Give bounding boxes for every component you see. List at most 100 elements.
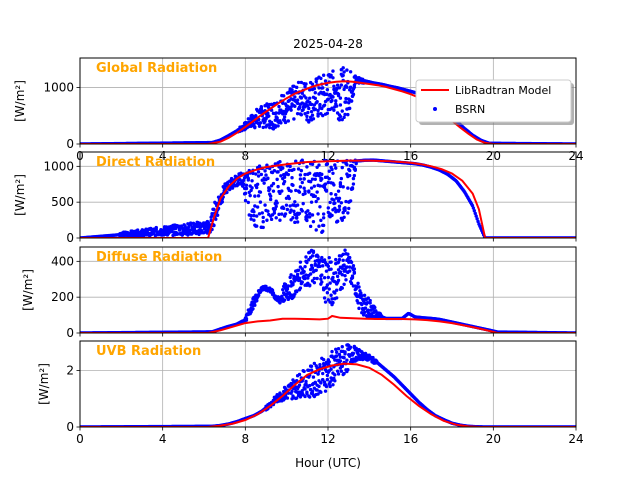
- bsrn-point: [339, 369, 344, 373]
- bsrn-point: [250, 186, 254, 190]
- bsrn-point: [334, 192, 338, 197]
- bsrn-point: [335, 219, 340, 224]
- bsrn-point: [258, 190, 263, 194]
- bsrn-point: [313, 194, 317, 199]
- bsrn-point: [341, 66, 345, 70]
- bsrn-point: [255, 299, 259, 303]
- y-tick-label: 200: [51, 290, 74, 304]
- bsrn-point: [311, 219, 316, 224]
- bsrn-point: [325, 290, 330, 295]
- bsrn-point: [308, 383, 312, 388]
- bsrn-point: [256, 170, 261, 174]
- bsrn-point: [298, 173, 303, 177]
- bsrn-point: [301, 107, 305, 112]
- bsrn-point: [268, 194, 273, 198]
- bsrn-point: [337, 118, 342, 122]
- bsrn-point: [334, 296, 339, 300]
- bsrn-point: [262, 181, 266, 185]
- bsrn-point: [253, 303, 257, 307]
- bsrn-point: [308, 211, 312, 216]
- bsrn-point: [298, 286, 303, 290]
- bsrn-point: [348, 70, 353, 74]
- bsrn-point: [346, 186, 350, 190]
- bsrn-point: [342, 356, 346, 360]
- bsrn-point: [280, 189, 284, 193]
- bsrn-point: [273, 294, 277, 298]
- bsrn-point: [340, 364, 344, 369]
- bsrn-point: [340, 273, 344, 277]
- bsrn-point: [304, 96, 308, 100]
- bsrn-point: [298, 177, 303, 181]
- bsrn-point: [310, 266, 315, 270]
- bsrn-point: [336, 260, 341, 264]
- bsrn-point: [279, 174, 283, 178]
- bsrn-point: [331, 69, 335, 73]
- bsrn-point: [336, 278, 341, 283]
- bsrn-point: [310, 254, 315, 258]
- y-tick-label: 400: [51, 254, 74, 268]
- bsrn-point: [326, 275, 331, 280]
- bsrn-point: [191, 230, 196, 235]
- bsrn-point: [258, 121, 263, 125]
- bsrn-point: [340, 286, 344, 290]
- bsrn-point: [329, 267, 333, 271]
- bsrn-point: [253, 204, 257, 208]
- bsrn-point: [319, 76, 323, 81]
- bsrn-point: [316, 392, 320, 396]
- bsrn-point: [278, 191, 282, 196]
- bsrn-point: [366, 308, 370, 312]
- bsrn-point: [313, 91, 317, 95]
- bsrn-point: [338, 355, 343, 359]
- bsrn-point: [264, 173, 268, 177]
- legend-box: [415, 79, 572, 123]
- x-axis-label: Hour (UTC): [295, 456, 361, 470]
- bsrn-point: [334, 354, 339, 358]
- bsrn-point: [337, 208, 342, 212]
- bsrn-point: [308, 272, 313, 276]
- bsrn-point: [342, 282, 346, 286]
- bsrn-point: [334, 104, 339, 108]
- bsrn-point: [274, 111, 278, 115]
- bsrn-point: [340, 266, 344, 270]
- bsrn-point: [187, 225, 191, 229]
- bsrn-point: [229, 176, 234, 181]
- bsrn-point: [321, 223, 326, 228]
- bsrn-point: [325, 373, 330, 378]
- bsrn-point: [321, 371, 325, 376]
- bsrn-point: [293, 200, 297, 204]
- bsrn-point: [338, 270, 343, 274]
- bsrn-point: [302, 369, 306, 374]
- bsrn-point: [287, 168, 291, 173]
- bsrn-point: [254, 172, 258, 176]
- bsrn-point: [246, 200, 251, 205]
- bsrn-point: [306, 104, 310, 108]
- bsrn-point: [297, 105, 302, 109]
- bsrn-point: [296, 80, 301, 85]
- bsrn-point: [283, 282, 288, 287]
- bsrn-point: [328, 384, 332, 389]
- bsrn-point: [294, 159, 298, 163]
- bsrn-point: [305, 165, 309, 169]
- bsrn-point: [472, 209, 477, 213]
- bsrn-point: [342, 87, 346, 92]
- bsrn-point: [343, 112, 347, 117]
- bsrn-point: [281, 206, 286, 211]
- bsrn-point: [340, 218, 344, 222]
- bsrn-point: [282, 115, 287, 119]
- bsrn-point: [343, 273, 347, 278]
- bsrn-point: [324, 188, 329, 193]
- bsrn-point: [337, 352, 342, 357]
- bsrn-point: [268, 187, 272, 191]
- bsrn-point: [316, 197, 320, 201]
- bsrn-point: [326, 206, 331, 210]
- y-axis-label: [W/m²]: [37, 363, 51, 405]
- bsrn-point: [339, 83, 344, 87]
- y-axis-label: [W/m²]: [21, 269, 35, 311]
- bsrn-point: [268, 125, 272, 130]
- bsrn-point: [333, 201, 337, 205]
- bsrn-point: [335, 274, 340, 279]
- bsrn-point: [304, 82, 308, 86]
- bsrn-point: [327, 177, 331, 181]
- bsrn-point: [334, 271, 338, 275]
- bsrn-point: [333, 279, 337, 284]
